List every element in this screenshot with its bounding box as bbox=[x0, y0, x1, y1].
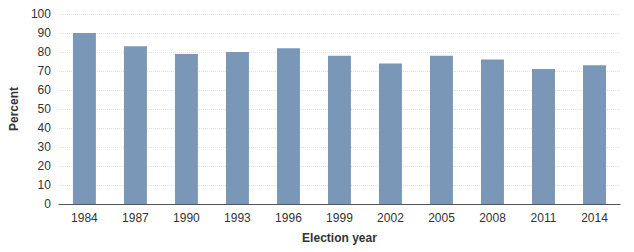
svg-text:40: 40 bbox=[38, 121, 52, 135]
svg-text:Percent: Percent bbox=[7, 87, 21, 131]
svg-text:1999: 1999 bbox=[326, 211, 353, 225]
svg-text:2014: 2014 bbox=[581, 211, 608, 225]
svg-text:20: 20 bbox=[38, 159, 52, 173]
svg-text:80: 80 bbox=[38, 45, 52, 59]
svg-text:90: 90 bbox=[38, 26, 52, 40]
svg-text:100: 100 bbox=[31, 7, 51, 21]
svg-text:50: 50 bbox=[38, 102, 52, 116]
svg-text:60: 60 bbox=[38, 83, 52, 97]
svg-text:1990: 1990 bbox=[173, 211, 200, 225]
svg-text:1987: 1987 bbox=[122, 211, 149, 225]
svg-text:2005: 2005 bbox=[428, 211, 455, 225]
svg-text:1996: 1996 bbox=[275, 211, 302, 225]
svg-text:2008: 2008 bbox=[479, 211, 506, 225]
svg-text:2011: 2011 bbox=[531, 211, 557, 225]
svg-text:30: 30 bbox=[38, 140, 52, 154]
svg-text:1984: 1984 bbox=[71, 211, 98, 225]
svg-text:10: 10 bbox=[38, 178, 52, 192]
svg-text:0: 0 bbox=[44, 197, 51, 211]
svg-text:1993: 1993 bbox=[224, 211, 251, 225]
svg-text:70: 70 bbox=[38, 64, 52, 78]
svg-text:2002: 2002 bbox=[377, 211, 404, 225]
svg-text:Election year: Election year bbox=[302, 231, 377, 245]
